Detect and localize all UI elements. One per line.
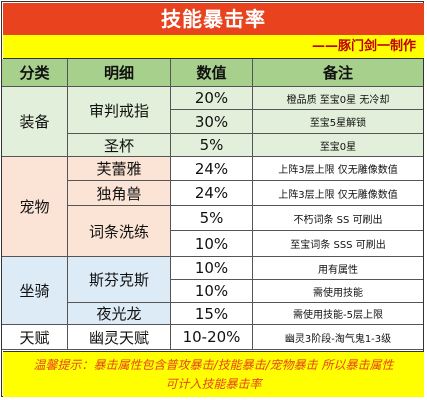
value-cell: 10-20% [171,325,253,350]
note-cell: 需使用技能-5层上限 [253,303,423,325]
item-name-shenpan: 审判戒指 [68,87,171,134]
note-cell: 不朽词条 SS 可刷出 [253,206,423,231]
item-name-citiao: 词条洗练 [68,206,171,257]
note-cell: 至宝词条 SSS 可刷出 [253,231,423,257]
note-cell: 用有属性 [253,257,423,280]
value-cell: 10% [171,231,253,257]
item-name-yeguanglong: 夜光龙 [68,303,171,325]
note-cell: 上阵3层上限 仅无雕像数值 [253,157,423,181]
item-name-dujiaoshou: 独角兽 [68,181,171,206]
category-equip: 装备 [2,87,68,157]
category-talent: 天赋 [2,325,68,350]
tip-footer: 温馨提示：暴击属性包含普攻暴击/技能暴击/宠物暴击 所以暴击属性 可计入技能暴击… [3,351,424,397]
item-name-youling: 幽灵天赋 [68,325,171,350]
author-credit: ——豚门剑一制作 [3,35,424,59]
note-cell: 需使用技能 [253,280,423,303]
item-name-sifenkesi: 斯芬克斯 [68,257,171,303]
value-cell: 24% [171,181,253,206]
page-title: 技能暴击率 [3,3,424,35]
header-detail: 明细 [68,59,171,87]
item-name-shengbei: 圣杯 [68,134,171,157]
tip-line-1: 温馨提示：暴击属性包含普攻暴击/技能暴击/宠物暴击 所以暴击属性 [33,358,394,372]
header-note: 备注 [253,59,423,87]
tip-line-2: 可计入技能暴击率 [165,377,262,391]
note-cell: 至宝5星解锁 [253,110,423,134]
header-category: 分类 [2,59,68,87]
note-cell: 上阵3层上限 仅无雕像数值 [253,181,423,206]
value-cell: 5% [171,134,253,157]
header-value: 数值 [171,59,253,87]
category-mount: 坐骑 [2,257,68,325]
category-pet: 宠物 [2,157,68,257]
value-cell: 20% [171,87,253,110]
value-cell: 10% [171,280,253,303]
note-cell: 橙品质 至宝0星 无冷却 [253,87,423,110]
value-cell: 10% [171,257,253,280]
value-cell: 15% [171,303,253,325]
note-cell: 幽灵3阶段-淘气鬼1-3级 [253,325,423,350]
item-name-furongya: 芙蕾雅 [68,157,171,181]
value-cell: 30% [171,110,253,134]
note-cell: 至宝0星 [253,134,423,157]
value-cell: 24% [171,157,253,181]
value-cell: 5% [171,206,253,231]
